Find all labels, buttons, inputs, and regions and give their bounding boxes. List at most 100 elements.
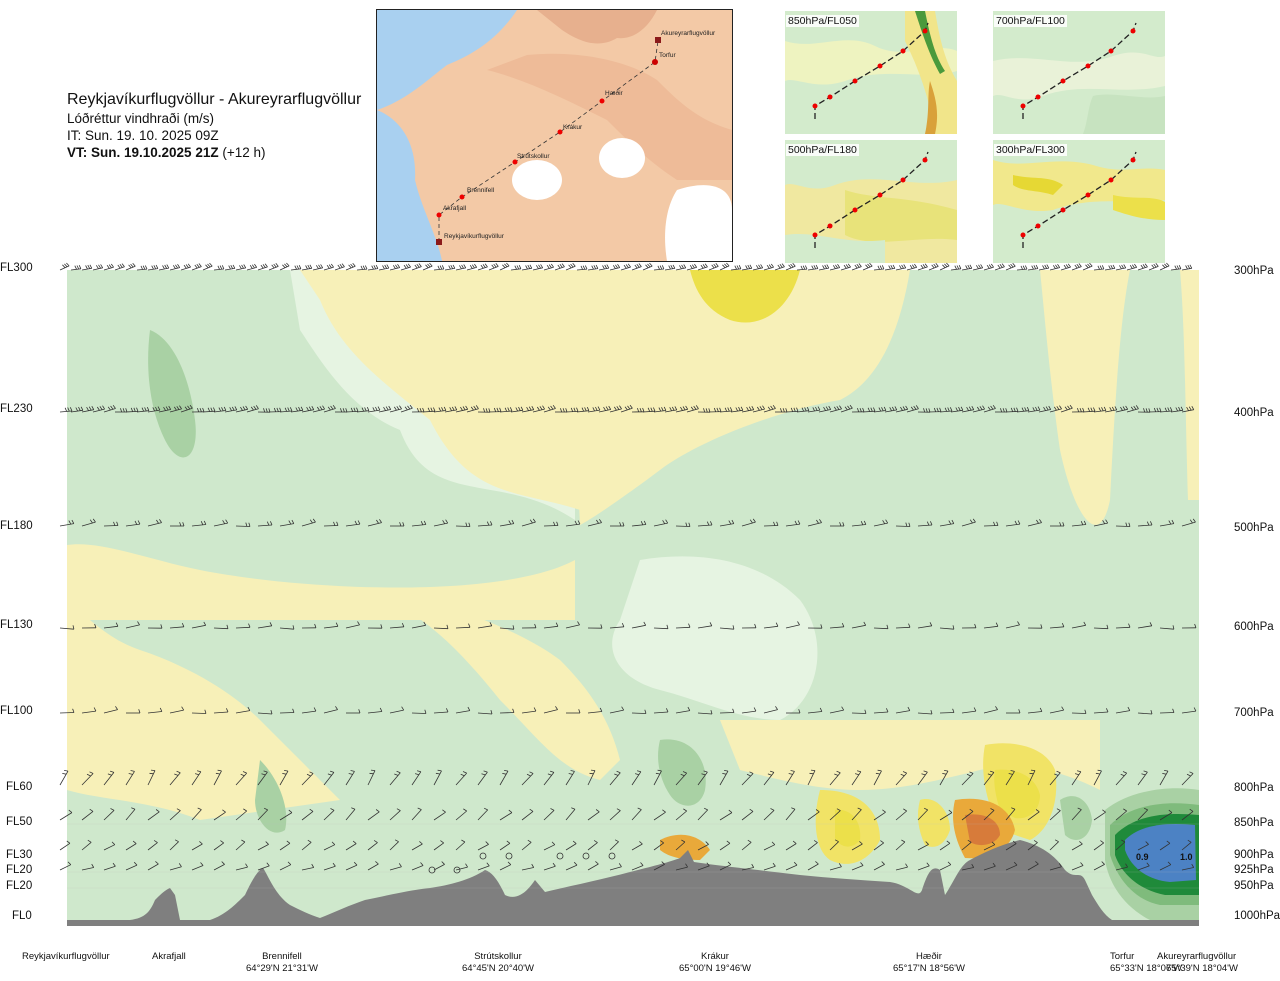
wind-barb <box>59 262 70 271</box>
wind-barb <box>741 839 752 851</box>
wind-barb <box>950 265 962 271</box>
wind-barb <box>961 518 976 527</box>
wind-barb <box>1049 839 1059 851</box>
route-title: Reykjavíkurflugvöllur - Akureyrarflugvöl… <box>67 91 362 108</box>
wind-barb <box>675 839 686 851</box>
wind-barb <box>433 769 442 786</box>
wind-barb <box>730 406 744 413</box>
wind-barb <box>103 770 115 786</box>
wind-barb <box>213 769 222 786</box>
wind-barb <box>642 407 656 413</box>
wind-barb <box>1005 520 1021 527</box>
wind-barb <box>1027 519 1042 527</box>
wind-barb <box>367 624 383 629</box>
wind-barb <box>532 264 544 271</box>
wind-barb <box>356 406 370 413</box>
wind-barb <box>994 263 1005 271</box>
wind-barb <box>169 839 179 851</box>
fl-label-50: FL50 <box>6 816 33 828</box>
wind-barb <box>1005 621 1020 629</box>
wind-barb <box>741 264 753 271</box>
wind-barb <box>213 519 229 527</box>
calm-wind-marker <box>479 852 487 860</box>
fl-label-230: FL230 <box>0 403 33 415</box>
xsec-fields <box>67 270 1199 920</box>
wind-barb <box>653 840 664 851</box>
wind-barb <box>169 863 182 871</box>
wind-barb <box>444 406 458 413</box>
wind-barb <box>170 522 185 527</box>
location-strutskollur: Strútskollur 64°45'N 20°40'W <box>462 951 534 975</box>
wind-barb <box>873 406 887 413</box>
wind-barb <box>235 623 251 629</box>
wind-barb <box>807 519 822 527</box>
hpa-label-500: 500hPa <box>1234 522 1274 534</box>
location-brennifell: Brennifell 64°29'N 21°31'W <box>246 951 318 975</box>
wind-barb <box>499 770 509 786</box>
wind-barb <box>455 623 471 629</box>
wind-barb <box>345 840 357 851</box>
wind-barb <box>807 861 819 871</box>
map-label-akureyri: Akureyrarflugvöllur <box>661 30 716 37</box>
wind-barb <box>873 519 889 527</box>
wind-barb <box>708 407 722 413</box>
wind-barb <box>873 861 885 871</box>
wind-barb <box>807 707 823 714</box>
wind-barb <box>477 770 488 786</box>
wind-barb <box>851 263 862 271</box>
wind-barb <box>829 839 839 851</box>
wind-barb <box>367 406 381 413</box>
mini-map-700-graphic <box>993 11 1165 134</box>
wind-barb <box>565 520 581 527</box>
wind-barb <box>312 405 325 413</box>
wind-barb <box>455 839 466 851</box>
wind-barb <box>59 861 72 871</box>
variable-title: Lóðréttur vindhraði (m/s) <box>67 111 215 126</box>
wind-barb <box>213 809 226 821</box>
wind-barb <box>697 622 713 629</box>
wind-barb <box>499 708 515 714</box>
wind-barb <box>169 405 182 413</box>
wind-barb <box>345 621 360 629</box>
wind-barb <box>224 264 236 271</box>
wind-barb <box>1115 771 1127 786</box>
wind-barb <box>1148 407 1162 413</box>
wind-barb <box>213 624 229 630</box>
wind-barb <box>191 709 207 714</box>
wind-barb <box>1093 624 1109 630</box>
wind-barb <box>609 808 621 821</box>
wind-barb <box>972 264 984 271</box>
location-name: Strútskollur <box>474 951 522 962</box>
wind-barbs <box>59 262 1197 874</box>
fl-label-300: FL300 <box>0 262 33 274</box>
wind-barb <box>411 263 422 271</box>
wind-barb <box>566 709 581 714</box>
wind-barb <box>675 863 688 871</box>
wind-barb <box>785 807 796 821</box>
wind-barb <box>301 406 315 413</box>
wind-barb <box>103 263 114 271</box>
wind-barb <box>587 769 596 786</box>
wind-barb <box>169 706 185 714</box>
map-label-strutskollur: Strútskollur <box>517 153 550 160</box>
waypoint-marker-strutskollur <box>512 159 518 165</box>
wind-barb <box>1104 406 1118 413</box>
wind-barb <box>257 770 268 786</box>
wind-barb <box>906 263 918 271</box>
wind-barb <box>862 262 873 271</box>
wind-barb <box>1181 771 1194 786</box>
wind-barb <box>1071 407 1085 413</box>
calm-wind-marker <box>428 866 436 874</box>
wind-barb <box>917 807 928 821</box>
wind-barb <box>631 841 643 851</box>
wind-barb <box>455 264 467 271</box>
location-coord: 65°39'N 18°04'W <box>1166 963 1238 974</box>
wind-barb <box>587 809 600 821</box>
waypoint-marker-torfur <box>652 59 658 65</box>
wind-barb <box>686 405 699 413</box>
wind-barb <box>610 522 625 527</box>
wind-barb <box>939 262 950 271</box>
wind-barb <box>653 769 662 786</box>
wind-barb <box>1071 807 1082 821</box>
hpa-label-950: 950hPa <box>1234 880 1274 892</box>
